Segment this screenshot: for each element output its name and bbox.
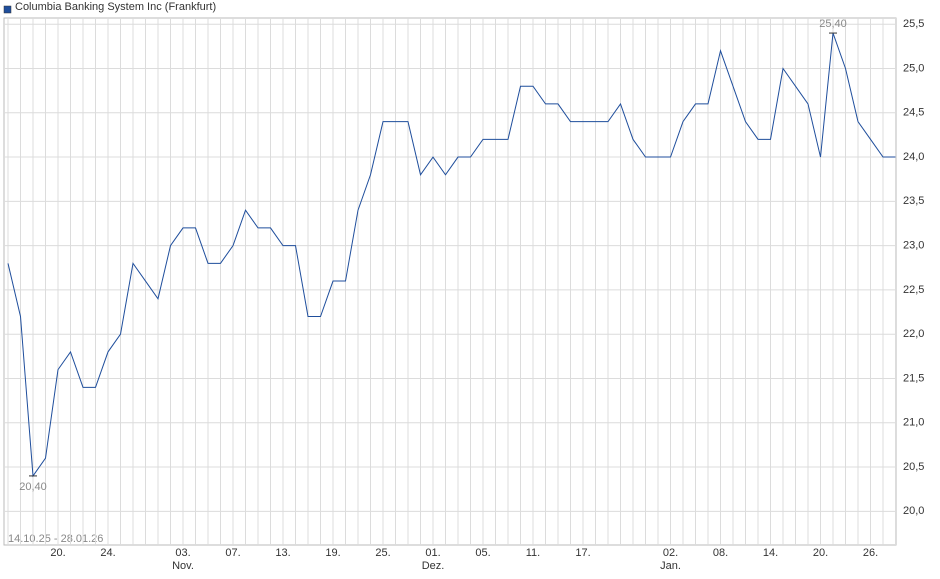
y-tick-label: 23,5 bbox=[903, 195, 924, 207]
y-tick-label: 24,0 bbox=[903, 151, 924, 163]
y-tick-label: 20,5 bbox=[903, 461, 924, 473]
x-tick-label: 07. bbox=[225, 547, 240, 559]
x-tick-label: 19. bbox=[325, 547, 340, 559]
y-tick-label: 25,5 bbox=[903, 18, 924, 30]
x-tick-label: 14. bbox=[763, 547, 778, 559]
y-tick-label: 21,5 bbox=[903, 372, 924, 384]
price-line bbox=[7, 32, 896, 478]
x-tick-label: 25. bbox=[375, 547, 390, 559]
x-tick-label: 20. bbox=[813, 547, 828, 559]
x-tick-label: 26. bbox=[863, 547, 878, 559]
y-tick-label: 20,0 bbox=[903, 505, 924, 517]
x-tick-label: 05. bbox=[475, 547, 490, 559]
x-tick-label: 17. bbox=[575, 547, 590, 559]
extreme-label: 20,40 bbox=[19, 481, 47, 493]
chart-title: Columbia Banking System Inc (Frankfurt) bbox=[15, 1, 216, 13]
plot-frame bbox=[3, 17, 897, 546]
x-tick-label: 24. bbox=[100, 547, 115, 559]
legend-swatch bbox=[3, 5, 12, 14]
x-tick-label: 03. bbox=[175, 547, 190, 559]
date-range: 14.10.25 - 28.01.26 bbox=[8, 533, 103, 545]
y-tick-label: 23,0 bbox=[903, 240, 924, 252]
extreme-label: 25,40 bbox=[819, 18, 847, 30]
x-month-label: Nov. bbox=[172, 560, 194, 572]
y-tick-label: 25,0 bbox=[903, 62, 924, 74]
x-tick-label: 11. bbox=[526, 547, 540, 559]
x-tick-label: 20. bbox=[50, 547, 65, 559]
y-tick-label: 24,5 bbox=[903, 107, 924, 119]
y-tick-label: 22,5 bbox=[903, 284, 924, 296]
x-tick-label: 13. bbox=[275, 547, 290, 559]
x-tick-label: 08. bbox=[713, 547, 728, 559]
x-tick-label: 02. bbox=[663, 547, 678, 559]
x-month-label: Dez. bbox=[422, 560, 445, 572]
x-month-label: Jan. bbox=[660, 560, 681, 572]
y-tick-label: 21,0 bbox=[903, 417, 924, 429]
y-tick-label: 22,0 bbox=[903, 328, 924, 340]
x-tick-label: 01. bbox=[425, 547, 440, 559]
